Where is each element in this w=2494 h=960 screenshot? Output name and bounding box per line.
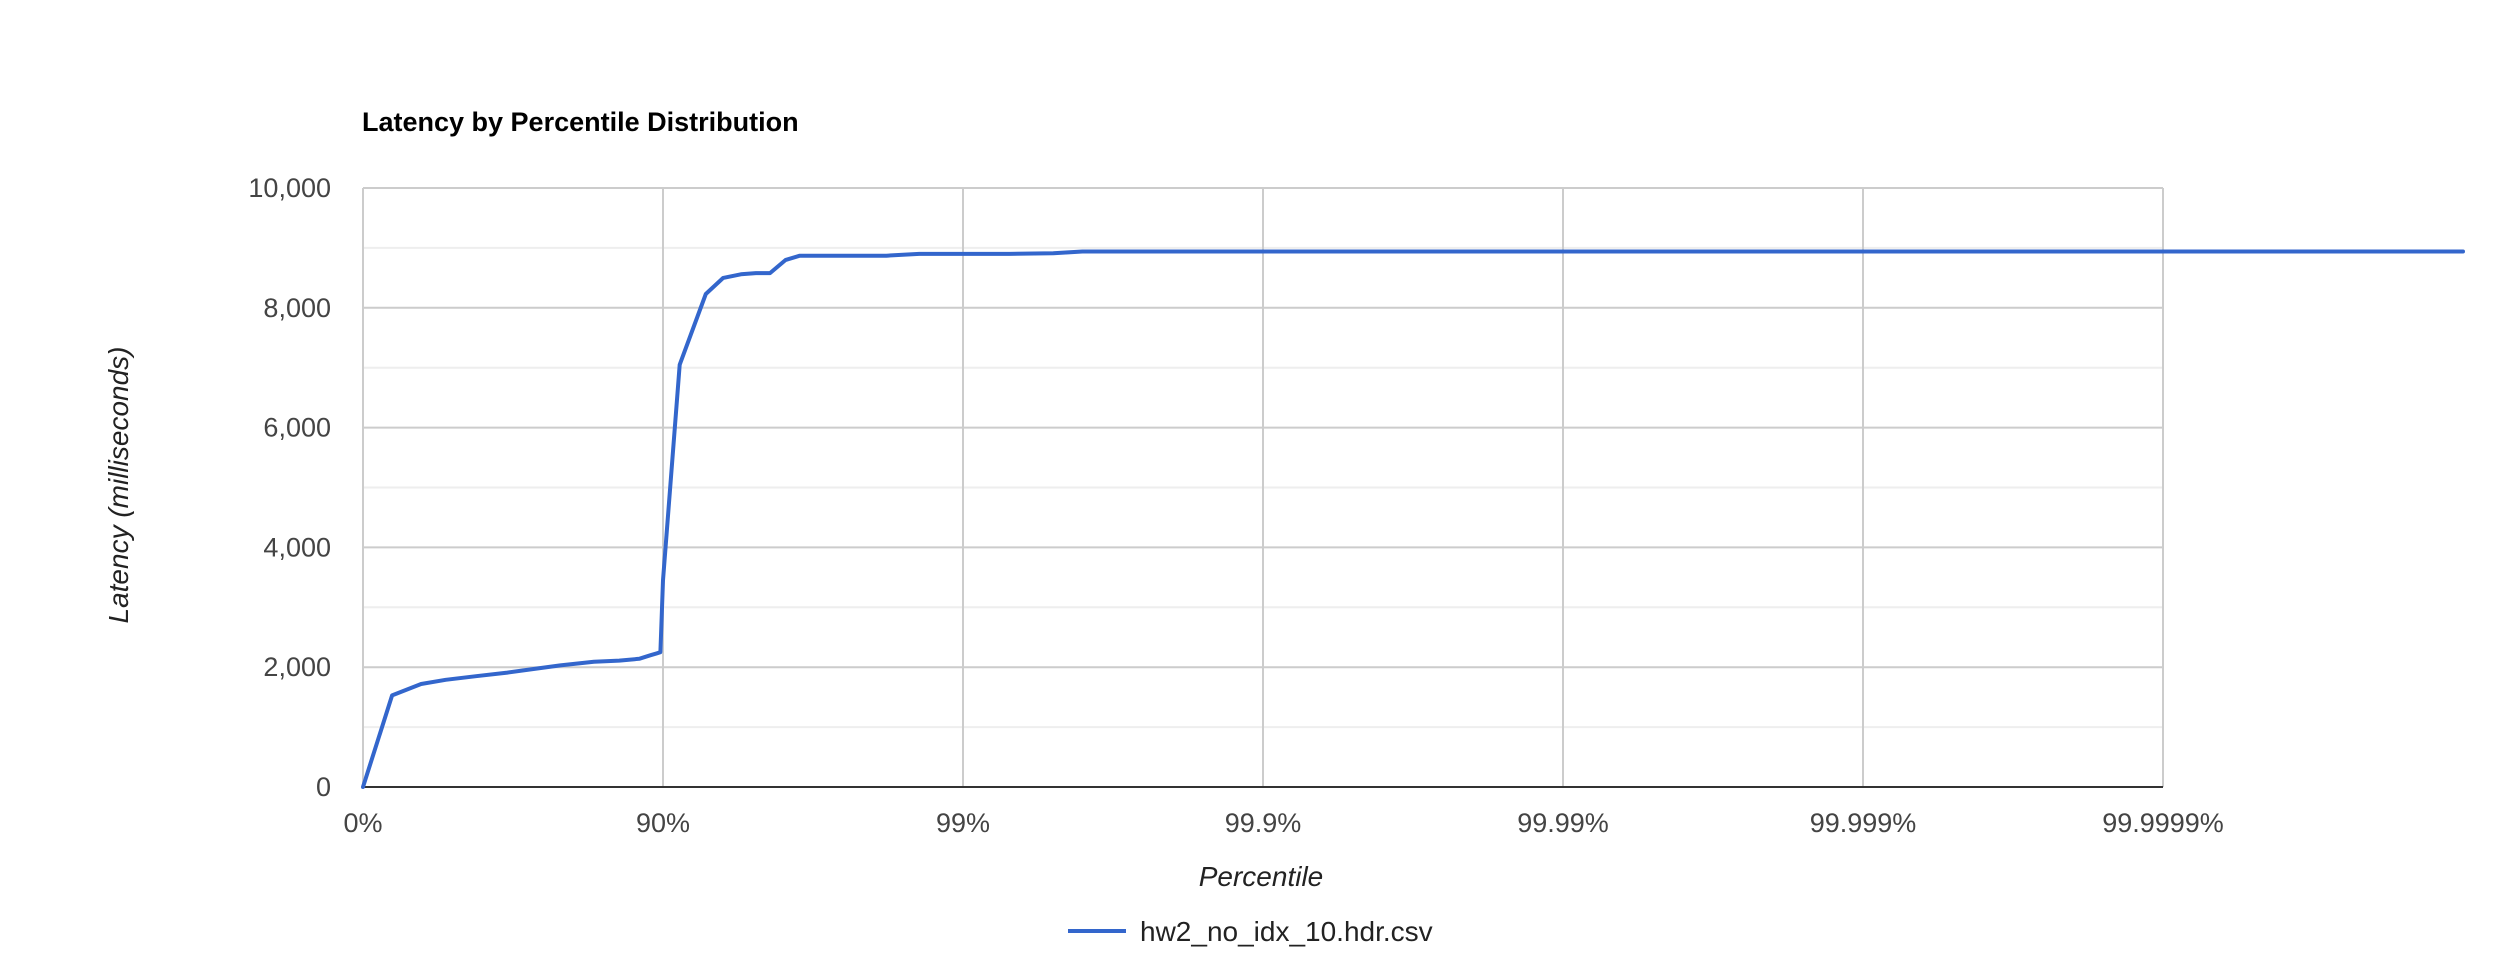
y-tick-label: 0 [316,772,331,802]
y-tick-label: 8,000 [263,293,331,323]
legend-label: hw2_no_idx_10.hdr.csv [1140,916,1433,947]
x-tick-label: 99.9999% [2102,808,2224,838]
series-line [361,249,2465,789]
x-tick-label: 99.999% [1810,808,1917,838]
x-tick-label: 99.9% [1225,808,1302,838]
y-axis-title: Latency (milliseconds) [103,347,134,624]
x-tick-label: 90% [636,808,690,838]
chart-title: Latency by Percentile Distribution [362,107,799,137]
x-axis-title: Percentile [1199,861,1324,892]
x-tick-label: 99% [936,808,990,838]
legend: hw2_no_idx_10.hdr.csv [1068,916,1433,947]
x-tick-label: 99.99% [1517,808,1609,838]
y-tick-label: 4,000 [263,532,331,562]
tick-labels: 0 2,000 4,000 6,000 8,000 10,000 0% 90% 99% 99.9%… [248,173,2223,838]
series-layer [361,249,2465,789]
y-tick-label: 10,000 [248,173,331,203]
x-tick-label: 0% [343,808,382,838]
y-tick-label: 6,000 [263,413,331,443]
y-tick-label: 2,000 [263,652,331,682]
major-gridlines [362,187,2164,787]
